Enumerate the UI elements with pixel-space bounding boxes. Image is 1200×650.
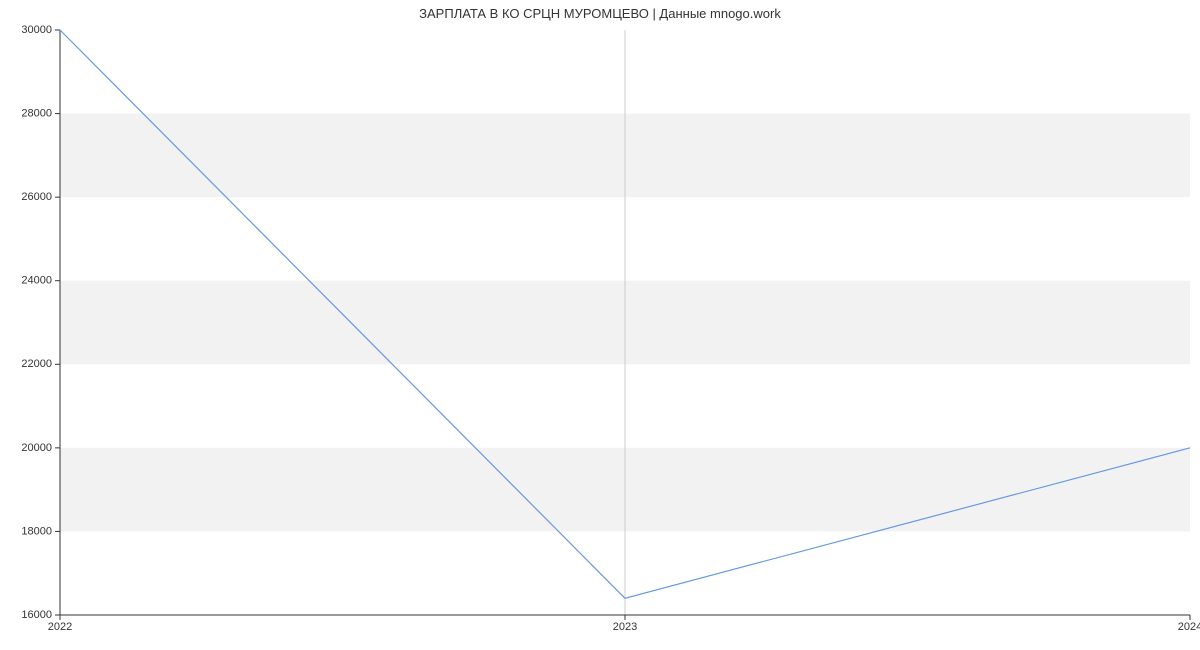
y-tick-label: 22000 [21, 358, 52, 370]
salary-line-chart: ЗАРПЛАТА В КО СРЦН МУРОМЦЕВО | Данные mn… [0, 0, 1200, 650]
y-tick-label: 26000 [21, 191, 52, 203]
y-tick-label: 24000 [21, 275, 52, 287]
chart-svg: 16000 18000 20000 22000 24000 26000 28000 30000… [0, 0, 1200, 650]
y-tick-label: 16000 [21, 609, 52, 621]
y-tick-label: 18000 [21, 525, 52, 537]
y-tick-label: 28000 [21, 107, 52, 119]
y-tick-label: 30000 [21, 24, 52, 36]
x-tick-label: 2024 [1178, 621, 1200, 633]
x-tick-label: 2022 [48, 621, 72, 633]
y-tick-label: 20000 [21, 442, 52, 454]
x-tick-label: 2023 [613, 621, 637, 633]
